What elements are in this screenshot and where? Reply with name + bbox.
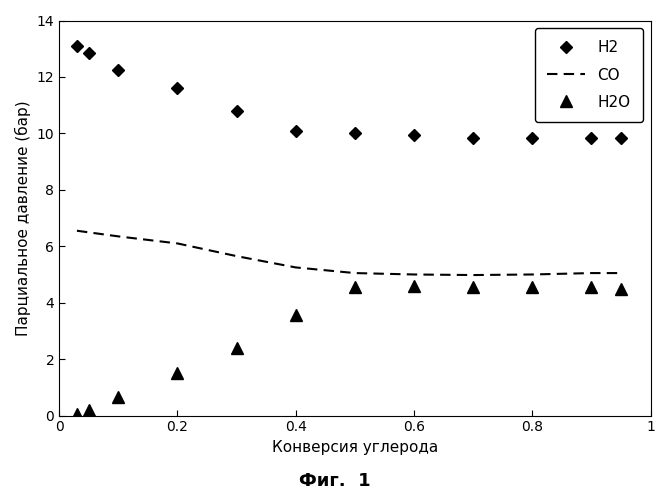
Line: H2O: H2O (72, 280, 626, 419)
Line: CO: CO (77, 230, 621, 275)
Legend: H2, CO, H2O: H2, CO, H2O (535, 28, 643, 122)
CO (291, 264, 299, 270)
H2O (588, 284, 596, 290)
CO (617, 270, 625, 276)
H2O (410, 283, 418, 289)
H2O (617, 286, 625, 292)
H2 (617, 136, 625, 141)
CO (73, 228, 81, 234)
H2O (73, 411, 81, 417)
Y-axis label: Парциальное давление (бар): Парциальное давление (бар) (15, 100, 31, 336)
CO (469, 272, 477, 278)
H2 (84, 50, 92, 56)
H2O (291, 312, 299, 318)
CO (528, 272, 536, 278)
H2 (528, 134, 536, 140)
CO (410, 272, 418, 278)
CO (174, 240, 182, 246)
CO (232, 253, 241, 259)
H2 (73, 43, 81, 49)
H2O (115, 394, 123, 400)
CO (351, 270, 359, 276)
H2 (410, 132, 418, 138)
H2O (84, 407, 92, 413)
H2O (351, 284, 359, 290)
H2 (291, 128, 299, 134)
H2 (115, 67, 123, 73)
H2 (351, 130, 359, 136)
H2O (232, 345, 241, 351)
H2 (232, 108, 241, 114)
H2 (174, 85, 182, 91)
H2O (528, 284, 536, 290)
H2O (174, 370, 182, 376)
H2 (469, 134, 477, 140)
Line: H2: H2 (73, 42, 625, 142)
X-axis label: Конверсия углерода: Конверсия углерода (272, 440, 438, 455)
H2O (469, 284, 477, 290)
Text: Фиг.  1: Фиг. 1 (299, 472, 371, 490)
CO (115, 234, 123, 239)
H2 (588, 134, 596, 140)
CO (588, 270, 596, 276)
